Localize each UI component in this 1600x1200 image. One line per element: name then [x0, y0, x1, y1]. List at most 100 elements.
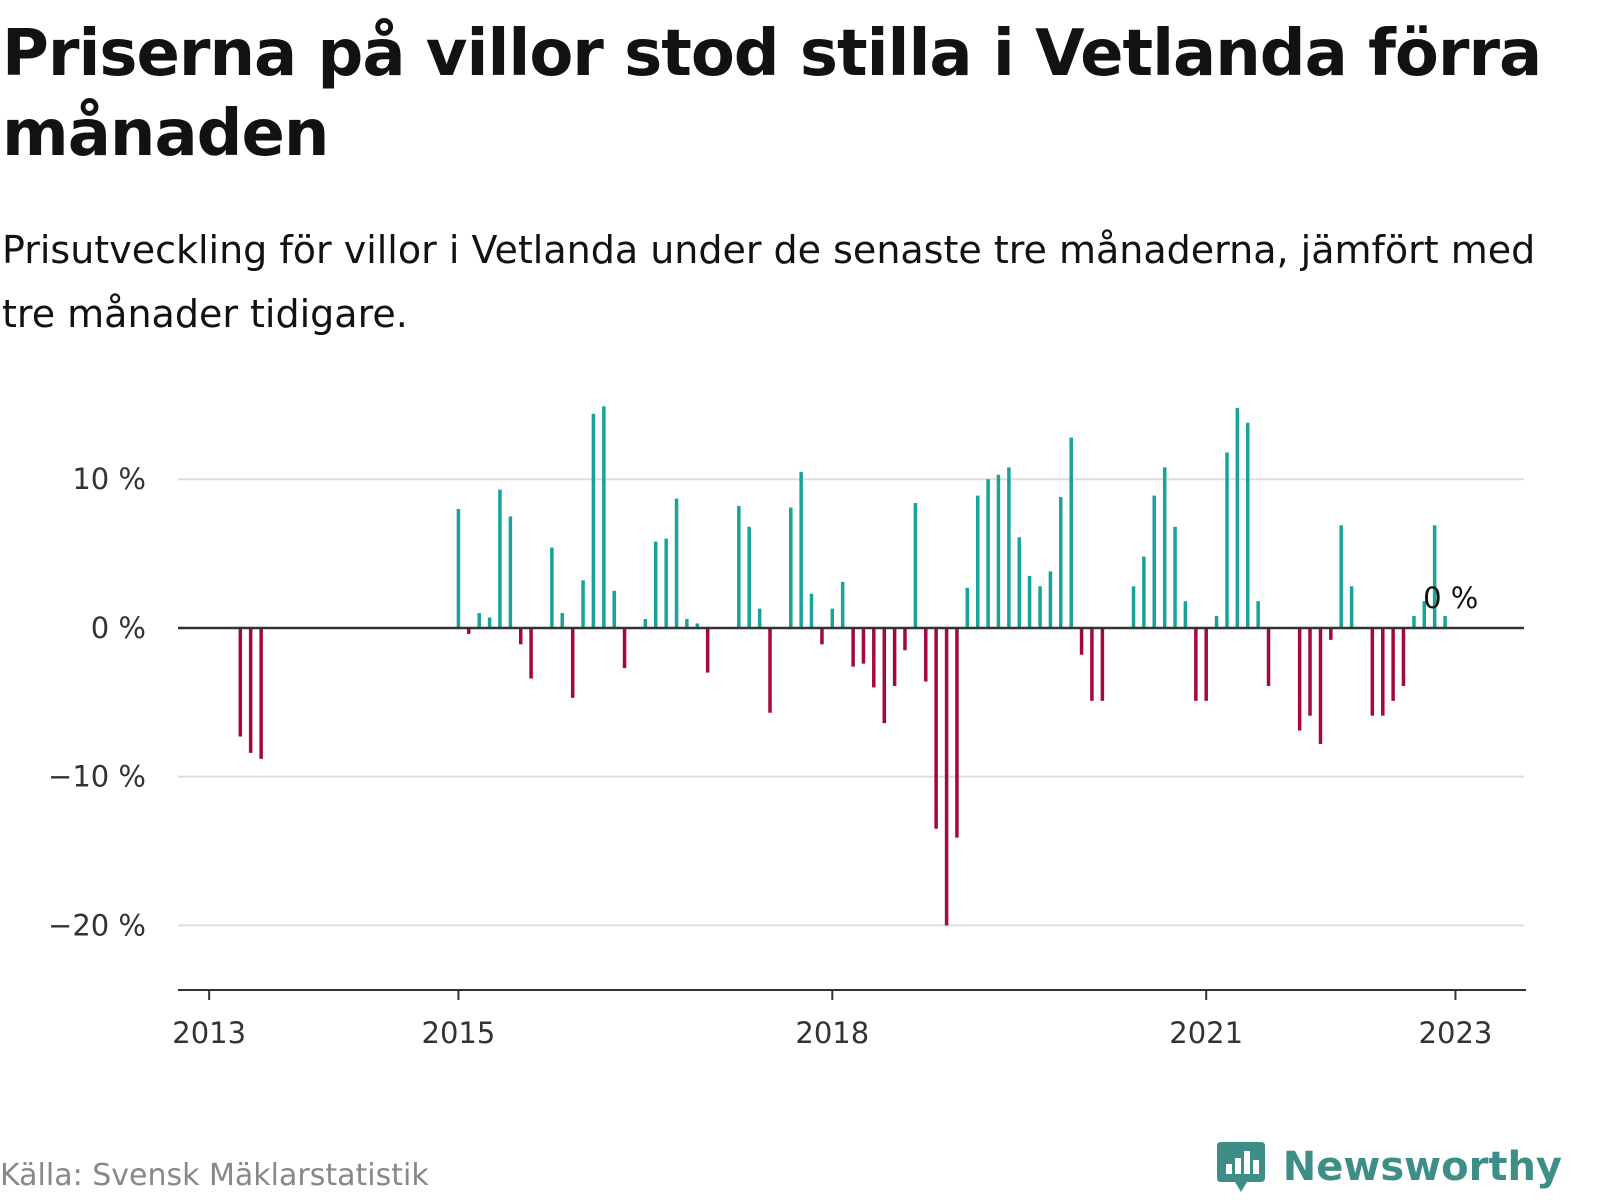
x-axis-labels: 2013 2015 2018 2021 2023: [172, 1016, 1492, 1050]
grid-lines: [178, 478, 1524, 927]
bar: [1256, 601, 1260, 628]
bar: [872, 627, 876, 688]
bar: [1318, 627, 1323, 744]
bar: [789, 507, 793, 628]
bar: [809, 593, 814, 628]
bar: [1090, 627, 1094, 701]
bar: [1194, 627, 1198, 701]
source-note: Källa: Svensk Mäklarstatistik: [0, 1158, 429, 1193]
bar: [882, 627, 887, 724]
x-tick-label: 2018: [795, 1016, 869, 1050]
bar: [737, 506, 741, 628]
bar: [581, 580, 585, 628]
y-tick-label: 0 %: [91, 611, 146, 645]
bar: [674, 498, 679, 628]
bar: [518, 627, 523, 645]
bar: [799, 471, 803, 628]
x-tick-label: 2023: [1419, 1016, 1493, 1050]
bars: [238, 406, 1447, 926]
bar: [1432, 525, 1437, 628]
bar: [861, 627, 866, 664]
bar: [1038, 586, 1042, 628]
bar: [456, 508, 461, 628]
bar: [1235, 407, 1240, 628]
price-change-bar-chart: 10 % 0 % −10 % −20 % 2013 2015 2018 2021 2023 0…: [48, 406, 1526, 1050]
bar: [550, 547, 554, 628]
bar: [591, 413, 596, 628]
bar: [1059, 497, 1063, 628]
bar: [1443, 616, 1447, 628]
bar: [560, 613, 564, 628]
bar: [892, 627, 897, 686]
bar: [1142, 556, 1146, 628]
y-tick-label: −20 %: [48, 908, 146, 942]
bar: [1131, 586, 1136, 628]
bar: [695, 623, 700, 628]
bar: [259, 627, 263, 759]
bar: [529, 627, 533, 679]
bar: [685, 619, 689, 628]
bar: [1308, 627, 1312, 716]
bar: [653, 541, 658, 628]
bar: [965, 587, 970, 628]
bar: [1017, 537, 1021, 628]
bar: [830, 608, 835, 628]
bar: [996, 474, 1001, 628]
bar: [1152, 495, 1156, 628]
bar: [1173, 526, 1177, 628]
bar: [664, 538, 668, 628]
bar: [248, 627, 253, 753]
bar: [1204, 627, 1208, 701]
bar: [1069, 437, 1073, 628]
bar: [944, 627, 949, 926]
bar: [238, 627, 243, 737]
bar: [768, 627, 772, 713]
bar: [1245, 422, 1250, 628]
last-value-label: 0 %: [1423, 581, 1478, 615]
bar: [705, 627, 710, 673]
bar: [602, 406, 606, 628]
brand-name: Newsworthy: [1282, 1144, 1562, 1190]
bar: [1297, 627, 1302, 731]
axes: [178, 626, 1526, 1000]
bar: [498, 489, 502, 628]
bar: [622, 627, 627, 669]
bar: [1027, 575, 1032, 628]
bar: [477, 613, 481, 628]
bar: [1225, 452, 1229, 628]
bar: [955, 627, 959, 838]
page-subtitle: Prisutveckling för villor i Vetlanda und…: [2, 228, 1536, 336]
bar: [924, 627, 928, 682]
bar: [903, 627, 907, 651]
bar: [757, 608, 762, 628]
y-axis-labels: 10 % 0 % −10 % −20 %: [48, 462, 146, 942]
bar: [747, 526, 751, 628]
bar: [1048, 571, 1053, 628]
bar: [1079, 627, 1084, 655]
bar: [1007, 467, 1011, 628]
newsworthy-logo-icon: [1216, 1142, 1265, 1192]
bar: [1370, 627, 1375, 716]
bar: [986, 479, 990, 628]
bar: [1329, 627, 1333, 640]
bar: [851, 627, 855, 667]
bar: [1266, 627, 1271, 686]
bar: [1183, 601, 1188, 628]
bar: [1401, 627, 1406, 686]
bar: [1412, 616, 1416, 628]
x-tick-label: 2013: [172, 1016, 246, 1050]
bar: [643, 619, 648, 628]
bar: [467, 627, 471, 634]
bar: [1162, 467, 1167, 628]
bar: [1349, 586, 1354, 628]
y-tick-label: 10 %: [72, 462, 146, 496]
bar: [1422, 601, 1427, 628]
annotations: 0 %: [1423, 581, 1478, 615]
bar: [1391, 627, 1395, 701]
y-tick-label: −10 %: [48, 760, 146, 794]
bar: [934, 627, 938, 829]
bar: [975, 495, 980, 628]
x-tick-label: 2015: [422, 1016, 496, 1050]
bar: [820, 627, 824, 645]
bar: [570, 627, 575, 698]
